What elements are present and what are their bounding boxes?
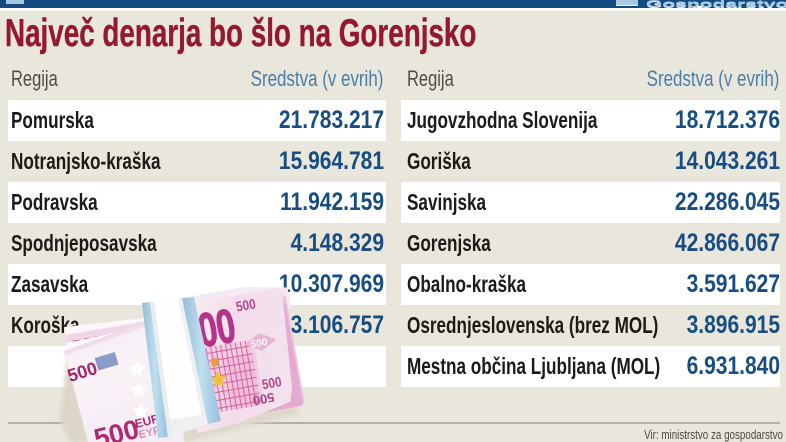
- svg-text:500: 500: [261, 373, 283, 392]
- svg-text:500: 500: [252, 390, 276, 409]
- svg-text:500: 500: [250, 337, 269, 351]
- svg-text:500: 500: [235, 296, 257, 315]
